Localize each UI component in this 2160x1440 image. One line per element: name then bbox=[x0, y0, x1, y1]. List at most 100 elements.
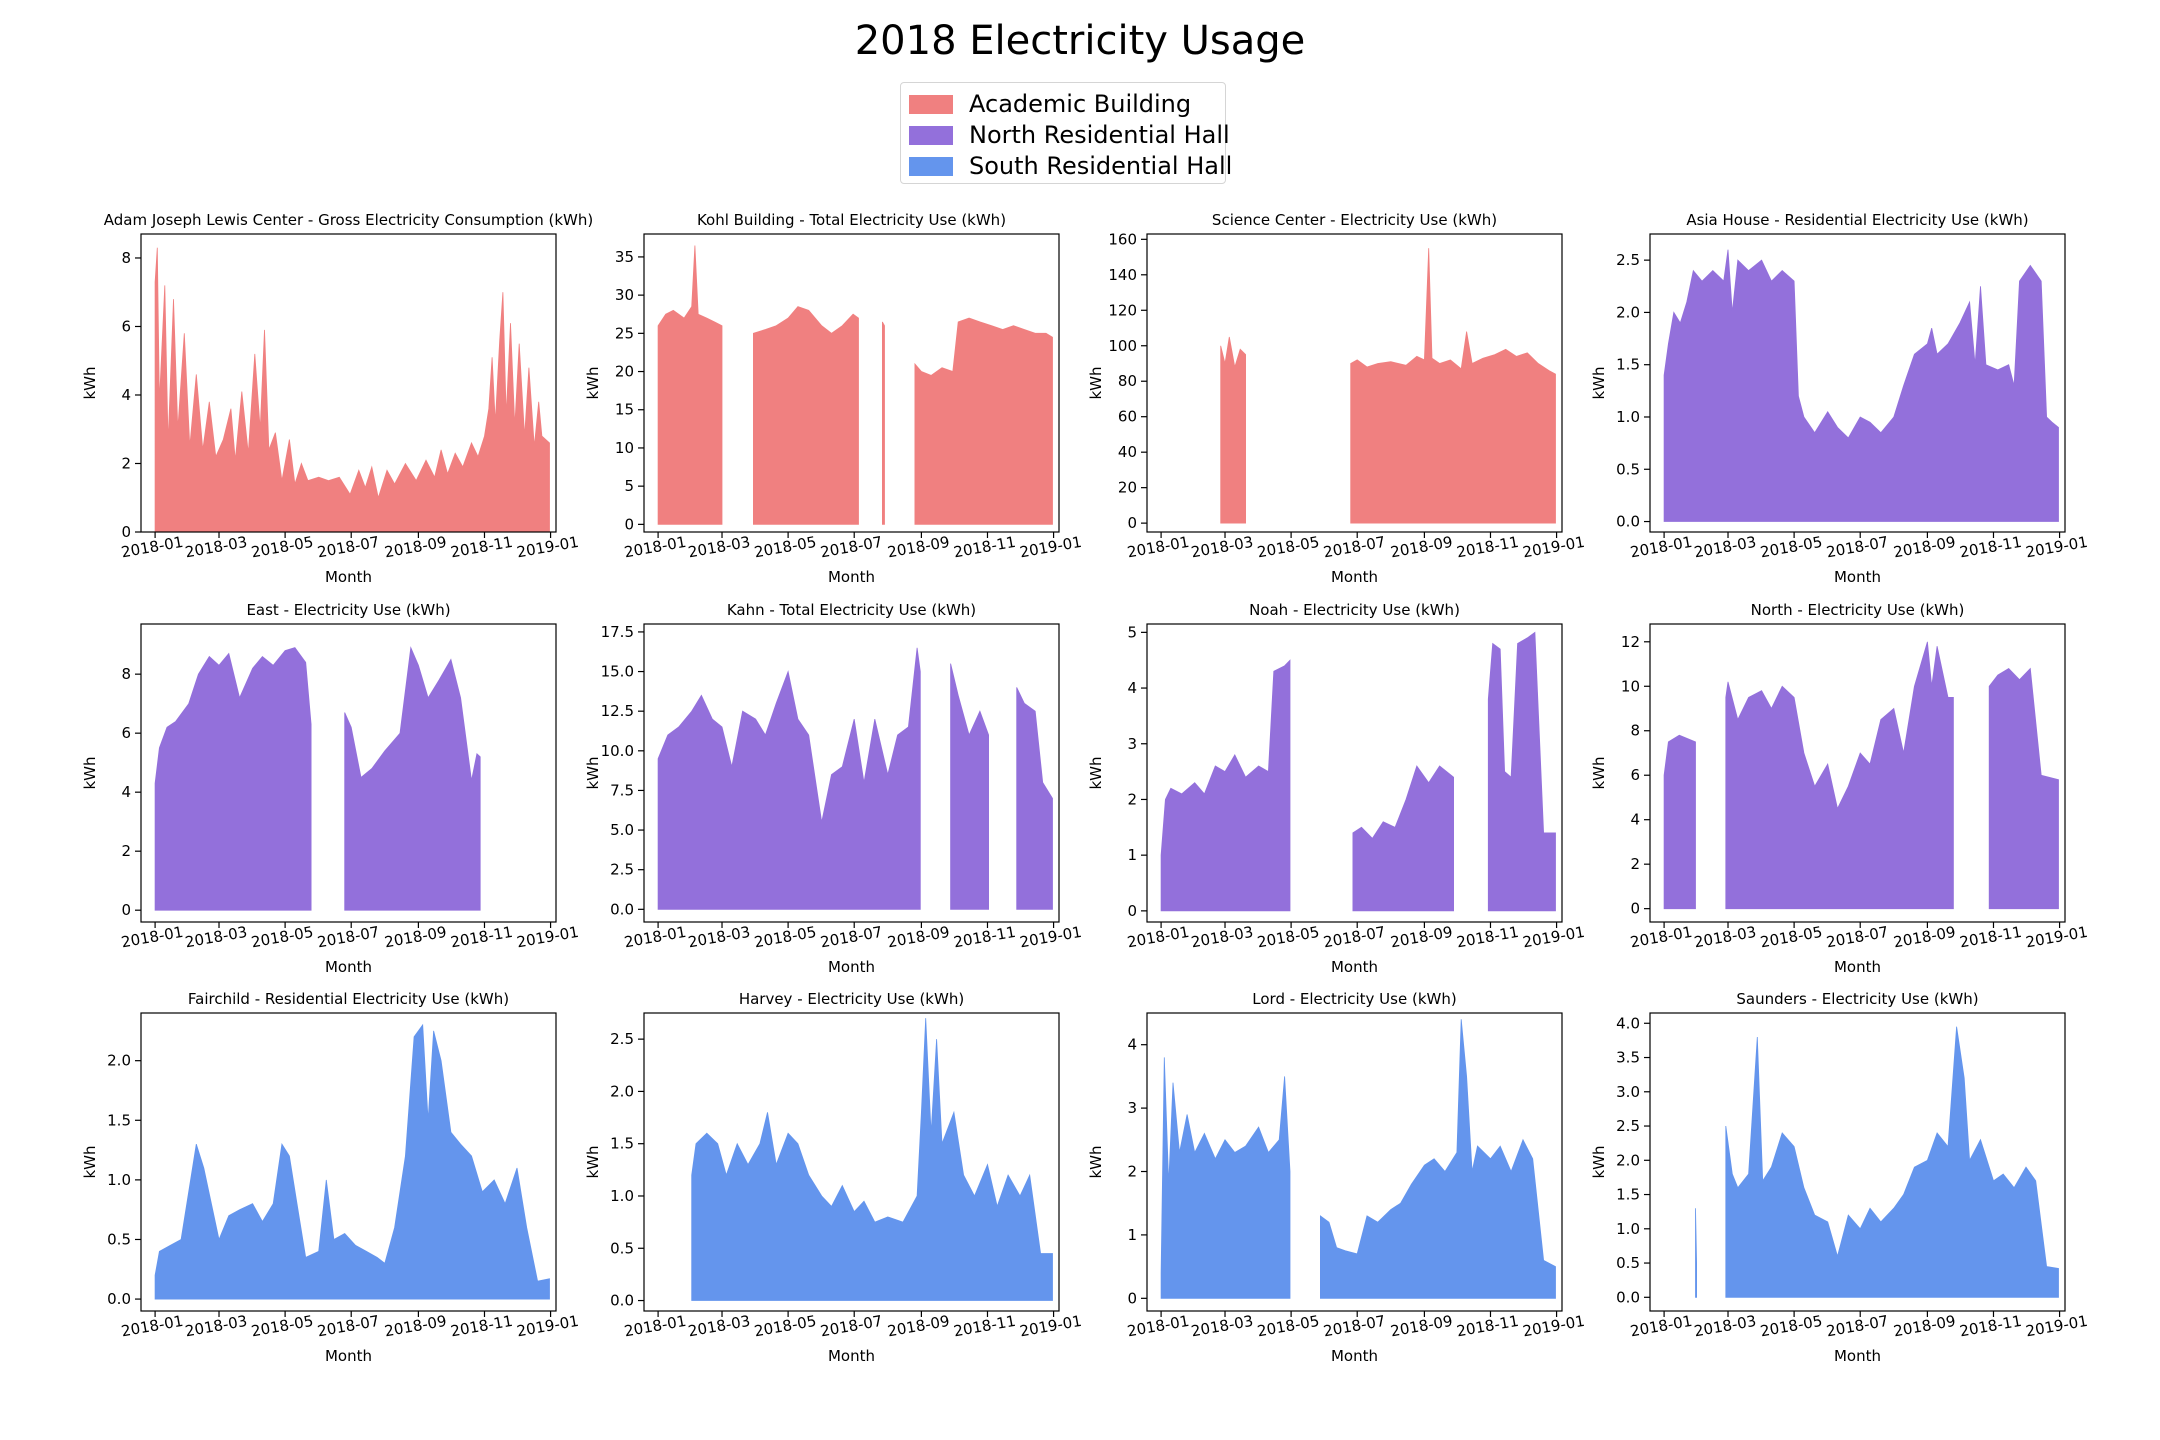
legend-swatch-academic bbox=[909, 94, 953, 114]
x-tick-label: 2018-01 bbox=[1126, 923, 1191, 952]
x-tick-label: 2018-03 bbox=[687, 533, 752, 562]
y-tick-label: 5 bbox=[1127, 623, 1137, 641]
y-tick-label: 0 bbox=[121, 901, 131, 919]
x-tick-label: 2018-07 bbox=[1825, 1312, 1890, 1341]
x-axis-label: Month bbox=[828, 1347, 875, 1365]
y-tick-label: 0 bbox=[1630, 900, 1640, 918]
x-tick-label: 2018-03 bbox=[1693, 533, 1758, 562]
subplot-title: Science Center - Electricity Use (kWh) bbox=[1212, 211, 1497, 229]
x-tick-label: 2018-11 bbox=[1455, 1312, 1520, 1341]
y-tick-label: 1 bbox=[1127, 846, 1137, 864]
y-tick-label: 2 bbox=[121, 454, 131, 472]
y-tick-label: 0.0 bbox=[610, 900, 634, 918]
x-tick-label: 2019-01 bbox=[2024, 533, 2089, 562]
y-tick-label: 0.5 bbox=[107, 1230, 131, 1248]
y-tick-label: 0.0 bbox=[610, 1292, 634, 1310]
plot-frame bbox=[140, 623, 557, 923]
x-tick-label: 2019-01 bbox=[1521, 533, 1586, 562]
plot-frame bbox=[1146, 1012, 1563, 1312]
x-tick-label: 2018-03 bbox=[184, 533, 249, 562]
y-tick-label: 2.5 bbox=[1616, 1117, 1640, 1135]
x-tick-label: 2018-07 bbox=[819, 923, 884, 952]
y-tick-label: 4 bbox=[1127, 679, 1137, 697]
subplot-title: Lord - Electricity Use (kWh) bbox=[1252, 990, 1456, 1008]
y-axis-label: kWh bbox=[1590, 366, 1608, 399]
x-axis-label: Month bbox=[325, 1347, 372, 1365]
legend-label-south: South Residential Hall bbox=[969, 152, 1233, 180]
y-tick-label: 0.5 bbox=[610, 1239, 634, 1257]
y-tick-label: 8 bbox=[121, 249, 131, 267]
x-tick-label: 2018-09 bbox=[886, 923, 951, 952]
x-tick-label: 2019-01 bbox=[2024, 923, 2089, 952]
x-tick-label: 2018-09 bbox=[1389, 923, 1454, 952]
y-tick-label: 15.0 bbox=[601, 663, 634, 681]
y-tick-label: 4 bbox=[121, 783, 131, 801]
y-tick-label: 120 bbox=[1108, 301, 1137, 319]
subplot-4: East - Electricity Use (kWh) 0 2 4 6 8 2018-01… bbox=[81, 601, 580, 976]
x-tick-label: 2018-01 bbox=[120, 1312, 185, 1341]
x-tick-label: 2018-07 bbox=[316, 533, 381, 562]
area-segment bbox=[1663, 249, 2059, 522]
y-tick-label: 2.5 bbox=[610, 861, 634, 879]
area-segment bbox=[950, 663, 989, 910]
y-tick-label: 4 bbox=[121, 386, 131, 404]
x-axis-label: Month bbox=[828, 958, 875, 976]
area-segment bbox=[657, 647, 921, 910]
x-tick-label: 2019-01 bbox=[1521, 923, 1586, 952]
y-tick-label: 0.5 bbox=[1616, 1254, 1640, 1272]
y-tick-label: 2.5 bbox=[1616, 251, 1640, 269]
x-tick-label: 2018-09 bbox=[383, 533, 448, 562]
plot-frame bbox=[140, 233, 557, 533]
x-tick-label: 2018-09 bbox=[886, 1312, 951, 1341]
y-tick-label: 1.5 bbox=[1616, 356, 1640, 374]
y-tick-label: 17.5 bbox=[601, 623, 634, 641]
y-tick-label: 0.0 bbox=[1616, 1288, 1640, 1306]
subplot-9: Harvey - Electricity Use (kWh) 0.0 0.5 1.0 1… bbox=[584, 990, 1083, 1365]
y-axis-label: kWh bbox=[1087, 756, 1105, 789]
x-tick-label: 2018-05 bbox=[753, 923, 818, 952]
y-tick-label: 6 bbox=[1630, 766, 1640, 784]
area-segment bbox=[1320, 1019, 1556, 1299]
plot-frame bbox=[643, 623, 1060, 923]
y-axis-label: kWh bbox=[81, 756, 99, 789]
x-axis-label: Month bbox=[1834, 1347, 1881, 1365]
area-segment bbox=[1695, 1208, 1697, 1298]
area-segment bbox=[1350, 248, 1556, 524]
area-segment bbox=[1352, 765, 1454, 912]
subplot-title: North - Electricity Use (kWh) bbox=[1751, 601, 1965, 619]
y-axis-label: kWh bbox=[1087, 366, 1105, 399]
y-tick-label: 2 bbox=[121, 842, 131, 860]
x-tick-label: 2018-05 bbox=[1256, 533, 1321, 562]
y-tick-label: 1.5 bbox=[107, 1111, 131, 1129]
area-segment bbox=[344, 646, 481, 911]
x-tick-label: 2018-11 bbox=[1958, 1312, 2023, 1341]
x-tick-label: 2018-07 bbox=[1322, 533, 1387, 562]
y-tick-label: 3.0 bbox=[1616, 1083, 1640, 1101]
x-tick-label: 2018-05 bbox=[1256, 923, 1321, 952]
y-tick-label: 2 bbox=[1127, 1163, 1137, 1181]
subplot-7: North - Electricity Use (kWh) 0 2 4 6 8 10 12 20… bbox=[1590, 601, 2089, 976]
subplot-3: Asia House - Residential Electricity Use… bbox=[1590, 211, 2089, 586]
y-tick-label: 5 bbox=[624, 477, 634, 495]
x-tick-label: 2019-01 bbox=[1521, 1312, 1586, 1341]
x-axis-label: Month bbox=[1331, 958, 1378, 976]
legend: Academic Building North Residential Hall… bbox=[900, 82, 1232, 184]
subplot-10: Lord - Electricity Use (kWh) 0 1 2 3 4 2018-01… bbox=[1087, 990, 1586, 1365]
x-tick-label: 2018-01 bbox=[1629, 533, 1694, 562]
x-tick-label: 2018-03 bbox=[1190, 533, 1255, 562]
area-segment bbox=[657, 245, 723, 525]
y-axis-label: kWh bbox=[81, 366, 99, 399]
y-tick-label: 4 bbox=[1127, 1036, 1137, 1054]
area-segment bbox=[1160, 659, 1291, 912]
x-tick-label: 2018-01 bbox=[623, 923, 688, 952]
y-tick-label: 1.0 bbox=[1616, 1220, 1640, 1238]
x-tick-label: 2018-09 bbox=[1892, 1312, 1957, 1341]
subplot-title: Noah - Electricity Use (kWh) bbox=[1249, 601, 1460, 619]
plot-frame bbox=[140, 1012, 557, 1312]
y-tick-label: 15 bbox=[615, 401, 634, 419]
y-axis-label: kWh bbox=[81, 1145, 99, 1178]
x-tick-label: 2018-05 bbox=[250, 923, 315, 952]
x-tick-label: 2018-03 bbox=[184, 1312, 249, 1341]
y-tick-label: 0 bbox=[624, 515, 634, 533]
plot-frame bbox=[1146, 233, 1563, 533]
